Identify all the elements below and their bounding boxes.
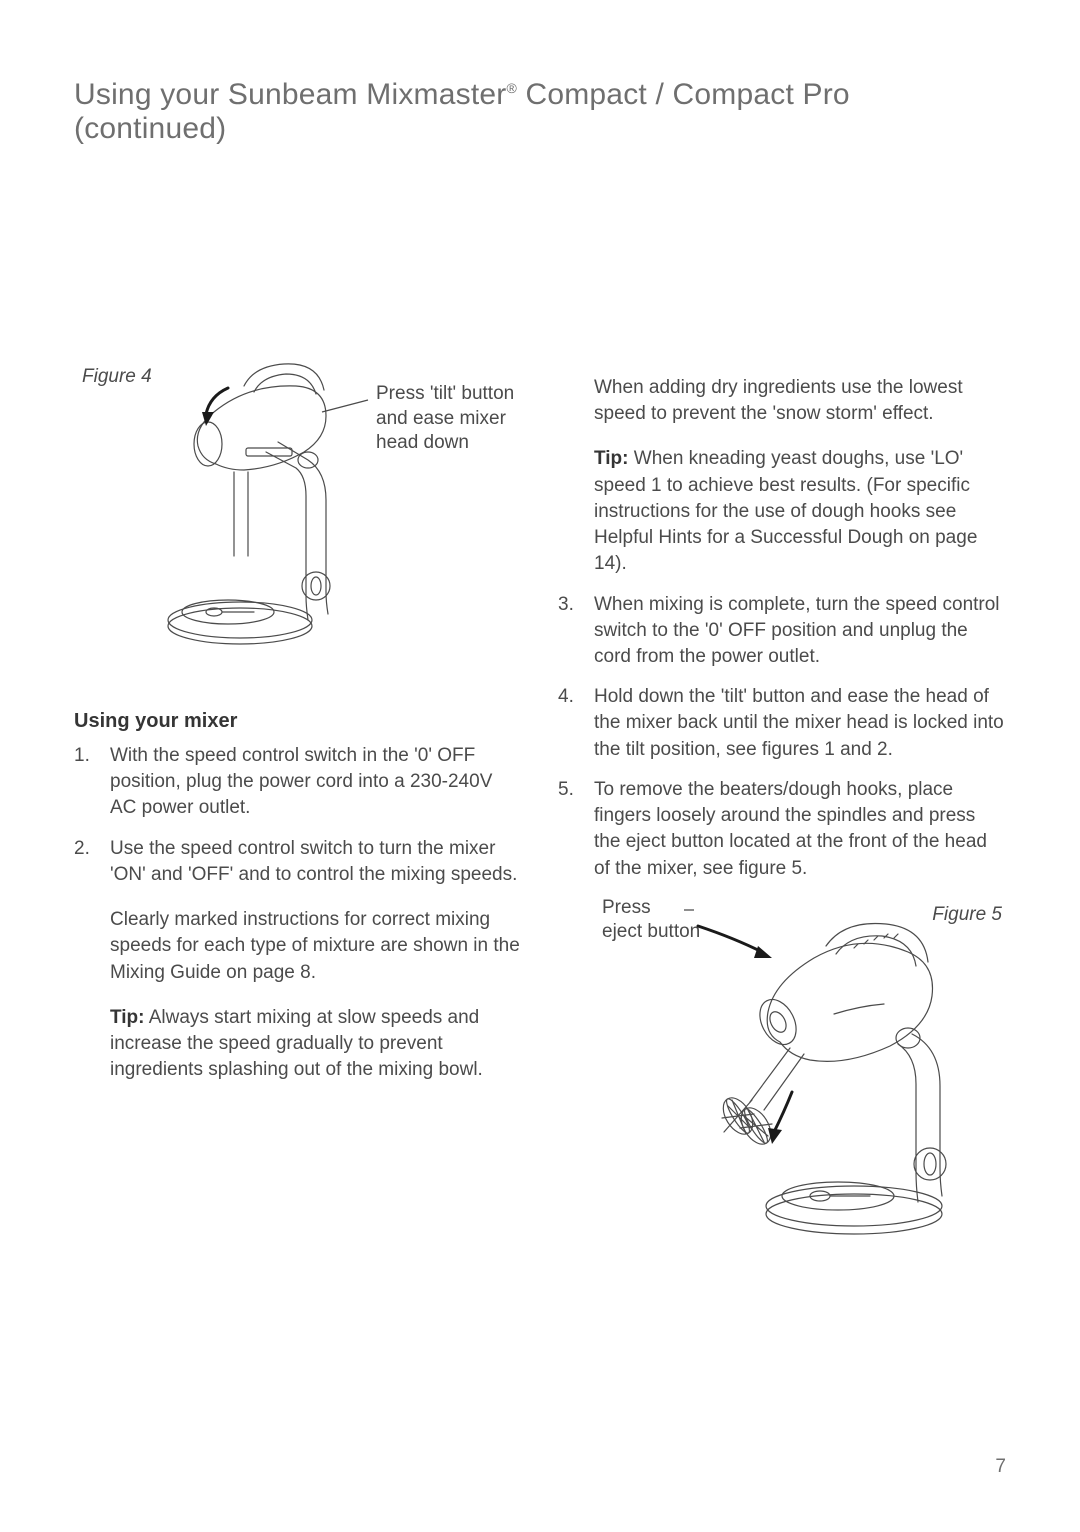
step-number: 3. — [558, 592, 574, 618]
snow-storm-paragraph: When adding dry ingredients use the lowe… — [558, 375, 1006, 427]
step-number: 5. — [558, 777, 574, 803]
page-title: Using your Sunbeam Mixmaster® Compact / … — [74, 78, 1006, 146]
registered-mark: ® — [506, 80, 517, 96]
tip-slow-speed: Tip: Always start mixing at slow speeds … — [74, 1005, 522, 1084]
step-number: 1. — [74, 743, 90, 769]
step-text: With the speed control switch in the '0'… — [110, 745, 492, 818]
step-text: Hold down the 'tilt' button and ease the… — [594, 686, 1004, 759]
step-3: 3. When mixing is complete, turn the spe… — [558, 592, 1006, 671]
step-text: To remove the beaters/dough hooks, place… — [594, 779, 987, 879]
step-1: 1. With the speed control switch in the … — [74, 743, 522, 822]
right-column: When adding dry ingredients use the lowe… — [558, 356, 1006, 1246]
step-5: 5. To remove the beaters/dough hooks, pl… — [558, 777, 1006, 882]
figure-4-illustration — [158, 356, 378, 656]
step-text: When mixing is complete, turn the speed … — [594, 594, 1000, 667]
figure-4-caption: Press 'tilt' button and ease mixer head … — [376, 382, 516, 456]
page-number: 7 — [995, 1456, 1006, 1478]
using-your-mixer-heading: Using your mixer — [74, 710, 522, 733]
right-steps-list: 3. When mixing is complete, turn the spe… — [558, 592, 1006, 882]
document-page: Using your Sunbeam Mixmaster® Compact / … — [0, 0, 1080, 1532]
tip-label: Tip: — [594, 448, 628, 469]
figure-4-label: Figure 4 — [82, 366, 152, 388]
figure-5: Press eject button Figure 5 — [558, 896, 1006, 1246]
figure-5-illustration — [684, 896, 984, 1246]
title-pre: Using your Sunbeam Mixmaster — [74, 78, 506, 111]
tip-kneading: Tip: When kneading yeast doughs, use 'LO… — [558, 446, 1006, 577]
tip-text: When kneading yeast doughs, use 'LO' spe… — [594, 448, 977, 574]
mixing-guide-paragraph: Clearly marked instructions for correct … — [74, 907, 522, 986]
two-column-layout: Figure 4 Press 'tilt' button and ease mi… — [74, 356, 1006, 1246]
left-column: Figure 4 Press 'tilt' button and ease mi… — [74, 356, 522, 1246]
step-number: 2. — [74, 836, 90, 862]
left-steps-list: 1. With the speed control switch in the … — [74, 743, 522, 888]
figure-5-caption-l1: Press — [602, 897, 651, 918]
step-number: 4. — [558, 684, 574, 710]
step-4: 4. Hold down the 'tilt' button and ease … — [558, 684, 1006, 763]
tip-label: Tip: — [110, 1007, 144, 1028]
step-text: Use the speed control switch to turn the… — [110, 838, 517, 885]
tip-text: Always start mixing at slow speeds and i… — [110, 1007, 483, 1080]
figure-4: Figure 4 Press 'tilt' button and ease mi… — [74, 356, 522, 666]
step-2: 2. Use the speed control switch to turn … — [74, 836, 522, 888]
